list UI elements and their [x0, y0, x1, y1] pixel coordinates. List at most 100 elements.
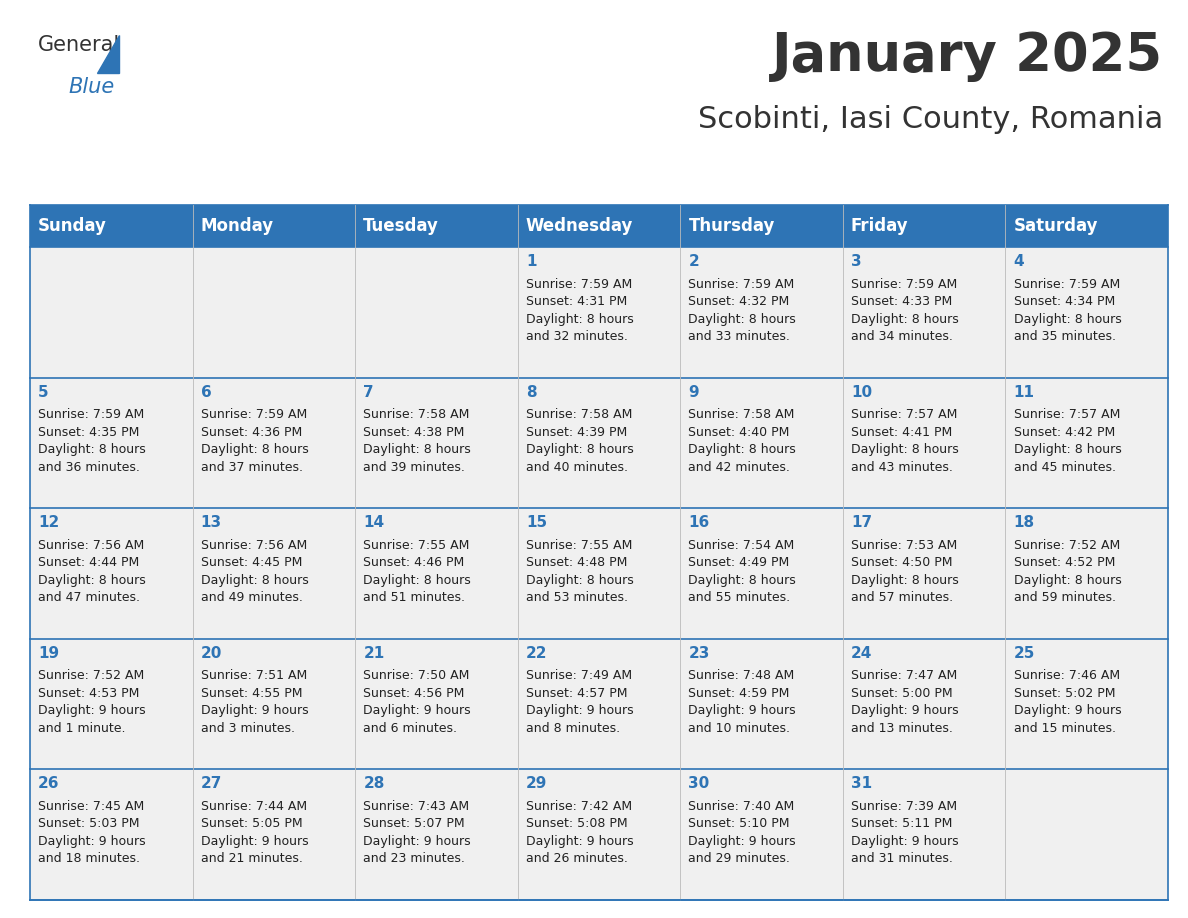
Text: and 18 minutes.: and 18 minutes.	[38, 853, 140, 866]
Text: Sunrise: 7:51 AM: Sunrise: 7:51 AM	[201, 669, 307, 682]
Text: Daylight: 8 hours: Daylight: 8 hours	[364, 443, 470, 456]
Text: Sunset: 5:07 PM: Sunset: 5:07 PM	[364, 817, 465, 831]
Bar	[842, 205, 1005, 247]
Bar	[842, 509, 1005, 639]
Text: Daylight: 8 hours: Daylight: 8 hours	[688, 574, 796, 587]
Text: 23: 23	[688, 645, 709, 661]
Text: and 6 minutes.: and 6 minutes.	[364, 722, 457, 734]
Text: January 2025: January 2025	[772, 30, 1163, 82]
Text: Sunset: 4:53 PM: Sunset: 4:53 PM	[38, 687, 139, 700]
Text: Sunset: 4:44 PM: Sunset: 4:44 PM	[38, 556, 139, 569]
Text: Sunrise: 7:52 AM: Sunrise: 7:52 AM	[1013, 539, 1120, 552]
Text: Sunset: 4:48 PM: Sunset: 4:48 PM	[526, 556, 627, 569]
Bar	[30, 205, 192, 247]
Bar	[30, 509, 192, 639]
Bar	[192, 769, 355, 900]
Bar	[30, 639, 192, 769]
Text: Daylight: 9 hours: Daylight: 9 hours	[38, 834, 146, 848]
Text: Sunrise: 7:56 AM: Sunrise: 7:56 AM	[201, 539, 307, 552]
Text: Sunrise: 7:59 AM: Sunrise: 7:59 AM	[201, 409, 307, 421]
Text: Sunrise: 7:50 AM: Sunrise: 7:50 AM	[364, 669, 469, 682]
Bar	[30, 377, 192, 509]
Text: Sunset: 4:46 PM: Sunset: 4:46 PM	[364, 556, 465, 569]
Text: and 43 minutes.: and 43 minutes.	[851, 461, 953, 474]
Text: Sunrise: 7:53 AM: Sunrise: 7:53 AM	[851, 539, 958, 552]
Text: 14: 14	[364, 515, 385, 531]
Text: Sunset: 4:34 PM: Sunset: 4:34 PM	[1013, 295, 1114, 308]
Bar	[1005, 509, 1168, 639]
Text: Daylight: 9 hours: Daylight: 9 hours	[201, 704, 309, 717]
Text: 28: 28	[364, 777, 385, 791]
Text: Sunset: 4:31 PM: Sunset: 4:31 PM	[526, 295, 627, 308]
Text: Sunset: 4:38 PM: Sunset: 4:38 PM	[364, 426, 465, 439]
Text: 15: 15	[526, 515, 546, 531]
Text: Daylight: 9 hours: Daylight: 9 hours	[364, 704, 470, 717]
Text: Sunrise: 7:42 AM: Sunrise: 7:42 AM	[526, 800, 632, 813]
Text: 9: 9	[688, 385, 699, 399]
Text: Daylight: 9 hours: Daylight: 9 hours	[851, 834, 959, 848]
Bar	[842, 247, 1005, 377]
Text: Daylight: 9 hours: Daylight: 9 hours	[851, 704, 959, 717]
Text: 6: 6	[201, 385, 211, 399]
Text: and 32 minutes.: and 32 minutes.	[526, 330, 627, 343]
Bar	[518, 769, 681, 900]
Bar	[681, 205, 842, 247]
Text: and 49 minutes.: and 49 minutes.	[201, 591, 303, 604]
Text: Friday: Friday	[851, 217, 909, 235]
Text: Sunrise: 7:52 AM: Sunrise: 7:52 AM	[38, 669, 145, 682]
Bar	[192, 639, 355, 769]
Text: Daylight: 9 hours: Daylight: 9 hours	[688, 704, 796, 717]
Text: Sunrise: 7:57 AM: Sunrise: 7:57 AM	[851, 409, 958, 421]
Text: Sunset: 5:08 PM: Sunset: 5:08 PM	[526, 817, 627, 831]
Text: and 21 minutes.: and 21 minutes.	[201, 853, 303, 866]
Text: and 45 minutes.: and 45 minutes.	[1013, 461, 1116, 474]
Text: Sunset: 5:10 PM: Sunset: 5:10 PM	[688, 817, 790, 831]
Text: Sunrise: 7:57 AM: Sunrise: 7:57 AM	[1013, 409, 1120, 421]
Text: Sunset: 4:40 PM: Sunset: 4:40 PM	[688, 426, 790, 439]
Text: Sunset: 4:49 PM: Sunset: 4:49 PM	[688, 556, 790, 569]
Text: Sunrise: 7:56 AM: Sunrise: 7:56 AM	[38, 539, 145, 552]
Text: Sunrise: 7:55 AM: Sunrise: 7:55 AM	[526, 539, 632, 552]
Bar	[192, 205, 355, 247]
Text: Tuesday: Tuesday	[364, 217, 440, 235]
Bar	[681, 377, 842, 509]
Text: Daylight: 9 hours: Daylight: 9 hours	[364, 834, 470, 848]
Text: 21: 21	[364, 645, 385, 661]
Text: Daylight: 8 hours: Daylight: 8 hours	[526, 574, 633, 587]
Text: 12: 12	[38, 515, 59, 531]
Text: Sunrise: 7:58 AM: Sunrise: 7:58 AM	[526, 409, 632, 421]
Text: Daylight: 8 hours: Daylight: 8 hours	[526, 312, 633, 326]
Text: Sunrise: 7:47 AM: Sunrise: 7:47 AM	[851, 669, 958, 682]
Text: and 35 minutes.: and 35 minutes.	[1013, 330, 1116, 343]
Text: Saturday: Saturday	[1013, 217, 1098, 235]
Bar	[1005, 377, 1168, 509]
Text: Sunset: 4:55 PM: Sunset: 4:55 PM	[201, 687, 302, 700]
Bar	[30, 247, 192, 377]
Text: Sunrise: 7:48 AM: Sunrise: 7:48 AM	[688, 669, 795, 682]
Text: Sunset: 5:05 PM: Sunset: 5:05 PM	[201, 817, 302, 831]
Text: Daylight: 9 hours: Daylight: 9 hours	[201, 834, 309, 848]
Text: 20: 20	[201, 645, 222, 661]
Text: 10: 10	[851, 385, 872, 399]
Text: Daylight: 8 hours: Daylight: 8 hours	[1013, 312, 1121, 326]
Bar	[518, 377, 681, 509]
Text: and 29 minutes.: and 29 minutes.	[688, 853, 790, 866]
Text: Sunrise: 7:43 AM: Sunrise: 7:43 AM	[364, 800, 469, 813]
Bar	[681, 509, 842, 639]
Text: Daylight: 8 hours: Daylight: 8 hours	[1013, 443, 1121, 456]
Bar	[518, 247, 681, 377]
Text: Daylight: 8 hours: Daylight: 8 hours	[38, 574, 146, 587]
Text: and 1 minute.: and 1 minute.	[38, 722, 126, 734]
Text: and 23 minutes.: and 23 minutes.	[364, 853, 466, 866]
Text: and 10 minutes.: and 10 minutes.	[688, 722, 790, 734]
Text: General: General	[38, 35, 120, 55]
Text: Daylight: 8 hours: Daylight: 8 hours	[851, 574, 959, 587]
Text: and 55 minutes.: and 55 minutes.	[688, 591, 790, 604]
Bar	[192, 509, 355, 639]
Text: Sunset: 4:35 PM: Sunset: 4:35 PM	[38, 426, 139, 439]
Bar	[355, 377, 518, 509]
Text: Daylight: 8 hours: Daylight: 8 hours	[851, 312, 959, 326]
Bar	[681, 769, 842, 900]
Bar	[681, 247, 842, 377]
Text: and 57 minutes.: and 57 minutes.	[851, 591, 953, 604]
